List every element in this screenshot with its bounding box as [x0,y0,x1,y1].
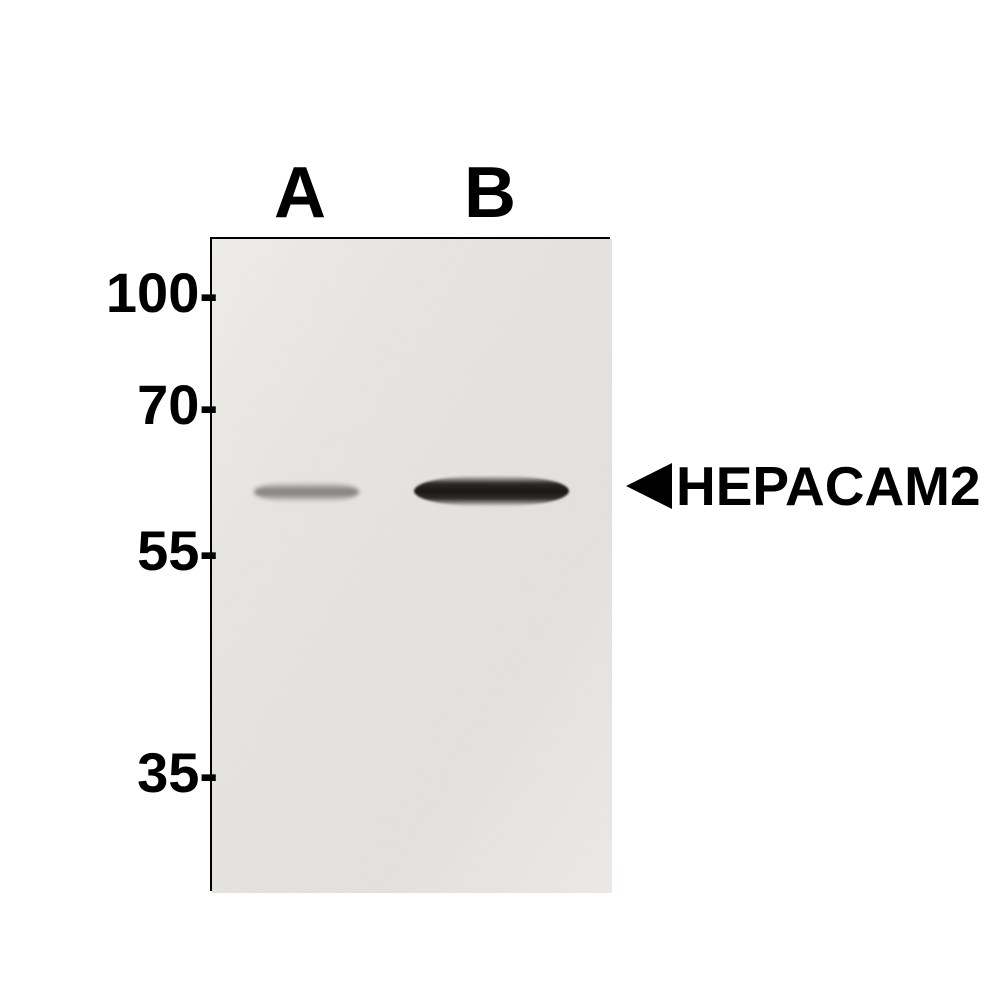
mw-marker-70: 70- [0,372,218,437]
band-lane-a [254,482,359,502]
mw-marker-100: 100- [0,260,218,325]
target-band-label: HEPACAM2 [626,454,981,518]
lane-label-b: B [450,152,530,234]
figure-container: A B HEPACAM2 100- 70- 55- 35- [0,0,1000,1000]
arrowhead-icon [626,463,672,509]
blot-background [212,239,612,893]
lane-label-a: A [260,152,340,234]
mw-marker-55: 55- [0,518,218,583]
western-blot-membrane [210,237,610,891]
mw-marker-35: 35- [0,740,218,805]
target-band-text: HEPACAM2 [676,454,981,518]
band-lane-b [414,476,569,506]
